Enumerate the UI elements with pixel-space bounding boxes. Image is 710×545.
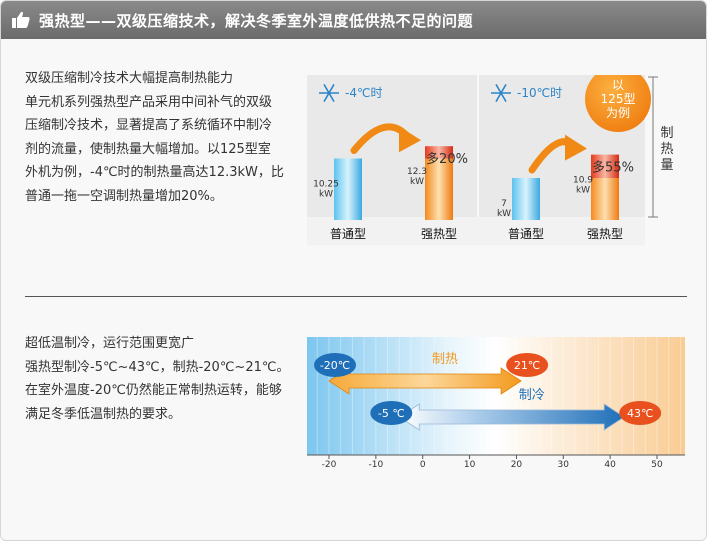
value-label: 7: [501, 199, 507, 209]
max-temp-label: 43℃: [627, 407, 653, 420]
badge-text: 以: [612, 78, 624, 92]
section-header: 强热型——双级压缩技术，解决冬季室外温度低供热不足的问题: [1, 1, 706, 39]
paragraph-line: 普通一拖一空调制热量增加20%。: [25, 188, 223, 204]
min-temp-badge: [314, 353, 356, 377]
x-tick-label: -10: [369, 460, 384, 470]
paragraph-line: 剂的流量，使制热量大幅增加。以125型室: [25, 141, 271, 157]
category-label: 强热型: [421, 227, 457, 241]
bar-strong-extra: [591, 154, 619, 178]
section-divider: [25, 296, 687, 297]
increase-arrow-head: [565, 134, 587, 161]
min-temp-label: -20℃: [320, 359, 350, 372]
bar-strong-base: [425, 158, 453, 220]
y-axis-label: 热: [660, 142, 673, 157]
x-tick-label: 30: [558, 460, 570, 470]
value-label: 12.3: [407, 167, 427, 177]
page-title: 强热型——双级压缩技术，解决冬季室外温度低供热不足的问题: [39, 12, 474, 30]
bar-strong-extra: [425, 146, 453, 159]
x-tick-label: 40: [604, 460, 616, 470]
intro-paragraph: 双级压缩制冷技术大幅提高制热能力 单元机系列强热型产品采用中间补气的双级 压缩制…: [25, 67, 305, 208]
max-temp-badge: [619, 401, 662, 425]
category-label: 普通型: [508, 227, 544, 241]
condition-label: -4℃时: [345, 86, 382, 100]
bar-standard: [512, 178, 540, 220]
range-background: [307, 337, 685, 455]
badge-text: 为例: [606, 106, 630, 120]
paragraph-line: 超低温制冷，运行范围更宽广: [25, 336, 195, 351]
operating-range-chart: -20 -10 0 10 20 30 40 50 制热 -20℃ 21℃ 制冷 -5 ℃ 43℃: [307, 337, 685, 470]
unit-label: kW: [497, 209, 511, 219]
paragraph-line: 在室外温度-20℃仍然能正常制热运转，能够: [25, 383, 282, 398]
badge-text: 125型: [601, 92, 636, 106]
range-name: 制热: [432, 352, 458, 367]
min-temp-badge: [370, 401, 413, 425]
paragraph-line: 满足冬季低温制热的要求。: [25, 406, 182, 422]
max-temp-label: 21℃: [514, 359, 540, 372]
y-axis-label: 制: [660, 126, 673, 141]
value-label: 10.25: [313, 180, 339, 190]
increase-arrow-head: [399, 126, 421, 153]
range-name: 制冷: [519, 388, 545, 403]
heating-capacity-chart: -4℃时10.25kW普通型多20%12.3kW强热型-10℃时7kW普通型多5…: [307, 75, 674, 245]
min-temp-label: -5 ℃: [378, 407, 405, 420]
x-tick-label: -20: [322, 460, 337, 470]
unit-label: kW: [576, 186, 590, 196]
category-label: 普通型: [330, 227, 366, 241]
x-tick-label: 50: [651, 460, 663, 470]
x-tick-label: 0: [420, 460, 426, 470]
max-temp-badge: [506, 353, 549, 377]
x-tick-label: 20: [511, 460, 523, 470]
paragraph-line: 单元机系列强热型产品采用中间补气的双级: [25, 94, 273, 110]
category-strip: [307, 217, 645, 245]
paragraph-line: 双级压缩制冷技术大幅提高制热能力: [25, 71, 234, 86]
increase-label: 多55%: [592, 160, 634, 176]
unit-label: kW: [410, 177, 424, 187]
snowflake-icon: [319, 83, 339, 103]
category-label: 强热型: [587, 227, 623, 241]
bar-strong-base: [591, 178, 619, 220]
paragraph-line: 外机为例，-4℃时的制热量高达12.3kW，比: [25, 165, 284, 180]
y-axis-label: 量: [660, 158, 673, 173]
snowflake-icon: [491, 83, 511, 103]
x-tick-label: 10: [464, 460, 476, 470]
unit-label: kW: [319, 190, 333, 200]
condition-label: -10℃时: [517, 86, 562, 100]
thumbs-up-icon: [12, 11, 30, 28]
paragraph-line: 强热型制冷-5℃~43℃，制热-20℃~21℃。: [25, 359, 290, 375]
paragraph-line: 压缩制冷技术，显著提高了系统循环中制冷: [25, 118, 273, 133]
bar-standard: [334, 158, 362, 220]
range-paragraph: 超低温制冷，运行范围更宽广 强热型制冷-5℃~43℃，制热-20℃~21℃。 在…: [25, 332, 315, 426]
value-label: 10.9: [573, 176, 593, 186]
increase-label: 多20%: [426, 151, 468, 167]
example-badge: [585, 75, 651, 132]
